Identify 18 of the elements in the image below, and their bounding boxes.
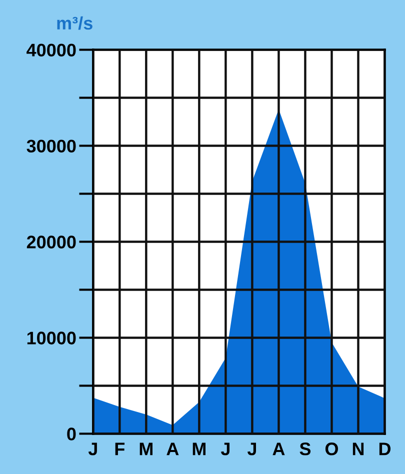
x-tick-label: O xyxy=(325,442,338,456)
x-tick-label: A xyxy=(166,442,179,456)
y-tick-label: 10000 xyxy=(27,332,76,344)
x-tick-label: J xyxy=(88,442,97,456)
x-tick-label: M xyxy=(192,442,206,456)
y-tick-label: 0 xyxy=(67,428,76,440)
x-tick-label: F xyxy=(115,442,125,456)
x-tick-label: J xyxy=(220,442,230,456)
y-tick-label: 30000 xyxy=(26,140,76,152)
x-tick-label: S xyxy=(300,442,311,456)
y-tick-label: 20000 xyxy=(26,236,76,248)
x-tick-label: M xyxy=(140,442,152,456)
y-axis-title: m³/s xyxy=(57,16,92,30)
x-tick-label: J xyxy=(247,442,256,456)
x-tick-label: A xyxy=(272,442,285,456)
x-tick-label: D xyxy=(379,442,391,456)
x-tick-label: N xyxy=(352,442,364,456)
y-tick-label: 40000 xyxy=(26,44,76,56)
